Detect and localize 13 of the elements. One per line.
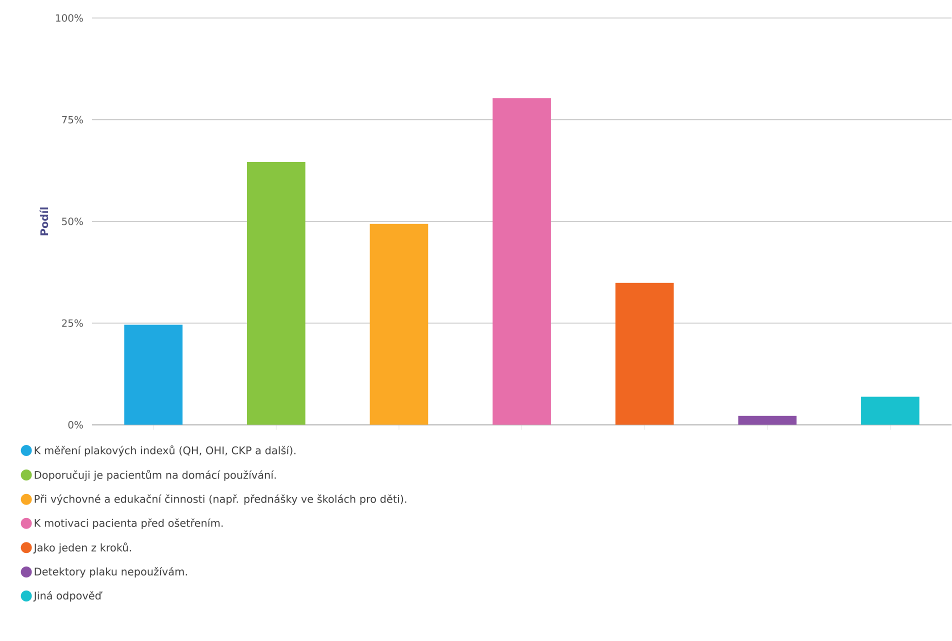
- y-tick-label: 0%: [68, 421, 83, 429]
- y-tick-label: 75%: [62, 116, 83, 124]
- legend-label: K motivaci pacienta před ošetřením.: [34, 518, 223, 530]
- legend-label: Při výchovné a edukační činnosti (např. přednášky ve školách pro děti).: [34, 494, 406, 506]
- y-axis-title: Podíl: [40, 208, 48, 236]
- y-tick-label: 100%: [56, 14, 83, 22]
- legend-label: Jiná odpověď: [33, 591, 103, 602]
- legend-label: Detektory plaku nepoužívám.: [34, 567, 187, 578]
- y-tick-label: 50%: [62, 218, 83, 226]
- legend-label: Doporučuji je pacientům na domácí používání.: [34, 470, 276, 482]
- legend-label: K měření plakových indexů (QH, OHI, CKP a další).: [34, 445, 296, 456]
- y-tick-label: 25%: [62, 319, 83, 328]
- legend-label: Jako jeden z kroků.: [33, 542, 131, 554]
